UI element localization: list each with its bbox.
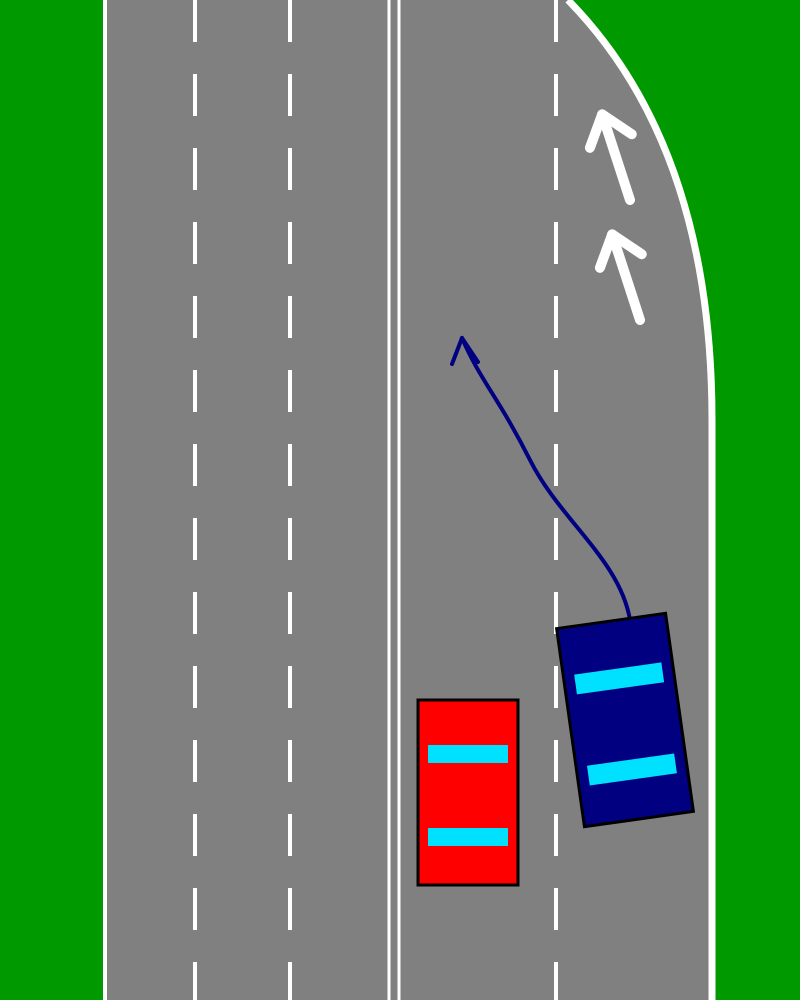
road-merge-diagram (0, 0, 800, 1000)
red-car (418, 700, 518, 885)
diagram-svg (0, 0, 800, 1000)
